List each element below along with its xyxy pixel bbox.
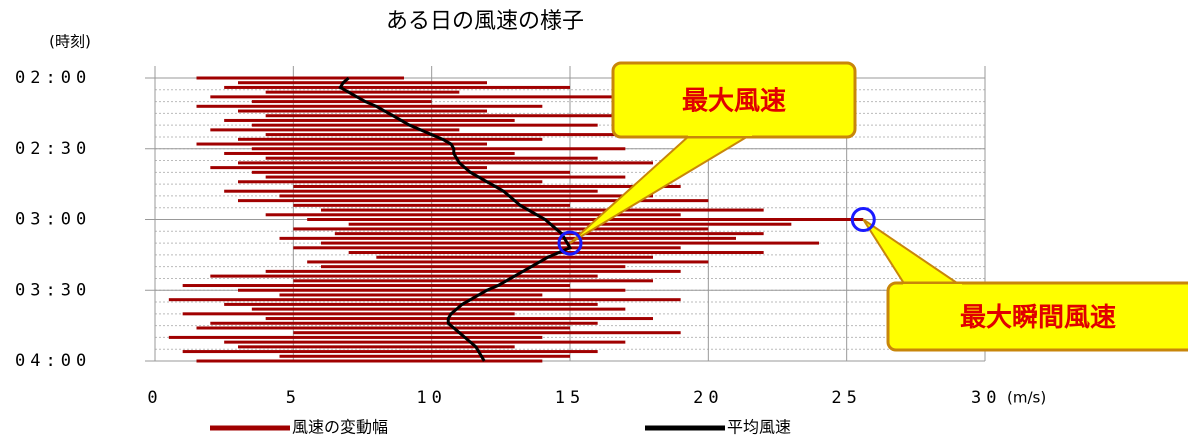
range-bar	[293, 246, 681, 250]
range-bar	[238, 180, 543, 184]
range-bar	[251, 123, 598, 127]
range-bar	[224, 340, 626, 344]
range-bar	[210, 321, 598, 325]
range-bar	[238, 137, 543, 141]
chart-title: ある日の風速の様子	[386, 9, 584, 34]
range-bar	[210, 128, 460, 132]
y-tick-label: 03:30	[15, 280, 91, 300]
range-bar	[279, 354, 570, 358]
range-bar	[265, 213, 681, 217]
range-bar	[182, 312, 515, 316]
range-bar	[224, 85, 570, 89]
range-bar	[168, 335, 543, 339]
range-bar	[321, 208, 764, 212]
annotation-marker	[557, 230, 583, 256]
callout-box	[611, 61, 857, 139]
y-tick-label: 02:00	[15, 68, 91, 88]
x-tick-label: 30	[971, 388, 1001, 408]
range-bar	[196, 142, 487, 146]
range-bar	[224, 151, 515, 155]
callout-text: 最大風速	[682, 87, 786, 117]
callout-box	[886, 281, 1188, 352]
callout-text: 最大瞬間風速	[960, 303, 1116, 333]
range-bar	[251, 100, 432, 104]
range-bar	[376, 255, 653, 259]
range-bar	[279, 236, 736, 240]
range-bar	[238, 345, 515, 349]
range-bar	[182, 284, 570, 288]
y-tick-label: 03:00	[15, 210, 91, 230]
range-bar	[182, 350, 598, 354]
range-bar	[238, 109, 487, 113]
y-tick-label: 04:00	[15, 351, 91, 371]
range-bar	[224, 302, 598, 306]
range-bar	[279, 293, 543, 297]
callout-cover	[903, 284, 962, 289]
range-bar	[265, 269, 681, 273]
range-bar	[334, 232, 764, 236]
y-axis-label: (時刻)	[49, 33, 91, 51]
range-bar	[251, 170, 571, 174]
range-bar	[348, 222, 792, 226]
range-bar	[265, 90, 460, 94]
range-bar	[224, 189, 598, 193]
range-bar	[196, 76, 404, 80]
legend-label: 風速の変動幅	[292, 418, 388, 437]
range-bar	[293, 279, 653, 283]
range-bar	[238, 161, 653, 165]
y-tick-label: 02:30	[15, 139, 91, 159]
range-bar	[293, 203, 570, 207]
range-bar	[210, 166, 488, 170]
callout-pointer	[862, 218, 964, 286]
callout-pointer	[569, 134, 754, 244]
range-bar	[293, 184, 681, 188]
range-bar	[265, 317, 653, 321]
callout-cover	[688, 131, 752, 136]
range-bar	[196, 359, 543, 363]
range-bar	[224, 118, 515, 122]
range-bar	[265, 156, 598, 160]
x-tick-label: 10	[416, 388, 446, 408]
range-bar	[196, 326, 570, 330]
range-bar	[210, 274, 598, 278]
annotation-marker	[850, 207, 876, 232]
range-bar	[238, 288, 626, 292]
range-bar	[265, 114, 653, 118]
range-bar	[293, 331, 681, 335]
range-bar	[238, 81, 487, 85]
x-tick-label: 20	[693, 388, 723, 408]
x-tick-label: 5	[286, 388, 301, 408]
x-tick-label: 15	[555, 388, 585, 408]
range-bar	[251, 307, 626, 311]
x-tick-label: 0	[147, 388, 162, 408]
range-bar	[210, 95, 626, 99]
legend-label: 平均風速	[727, 418, 791, 437]
range-bar	[265, 175, 626, 179]
range-bar	[251, 147, 626, 151]
x-unit: (m/s)	[1007, 389, 1046, 407]
range-bar	[321, 265, 626, 269]
range-bar	[168, 298, 681, 302]
range-bar	[238, 199, 709, 203]
range-bar	[196, 104, 543, 108]
range-bar	[307, 260, 709, 264]
mean-line	[338, 76, 573, 362]
x-tick-label: 25	[831, 388, 861, 408]
range-bar	[293, 227, 709, 231]
range-bar	[307, 218, 864, 221]
range-bar	[265, 133, 681, 137]
range-bar	[279, 194, 653, 198]
